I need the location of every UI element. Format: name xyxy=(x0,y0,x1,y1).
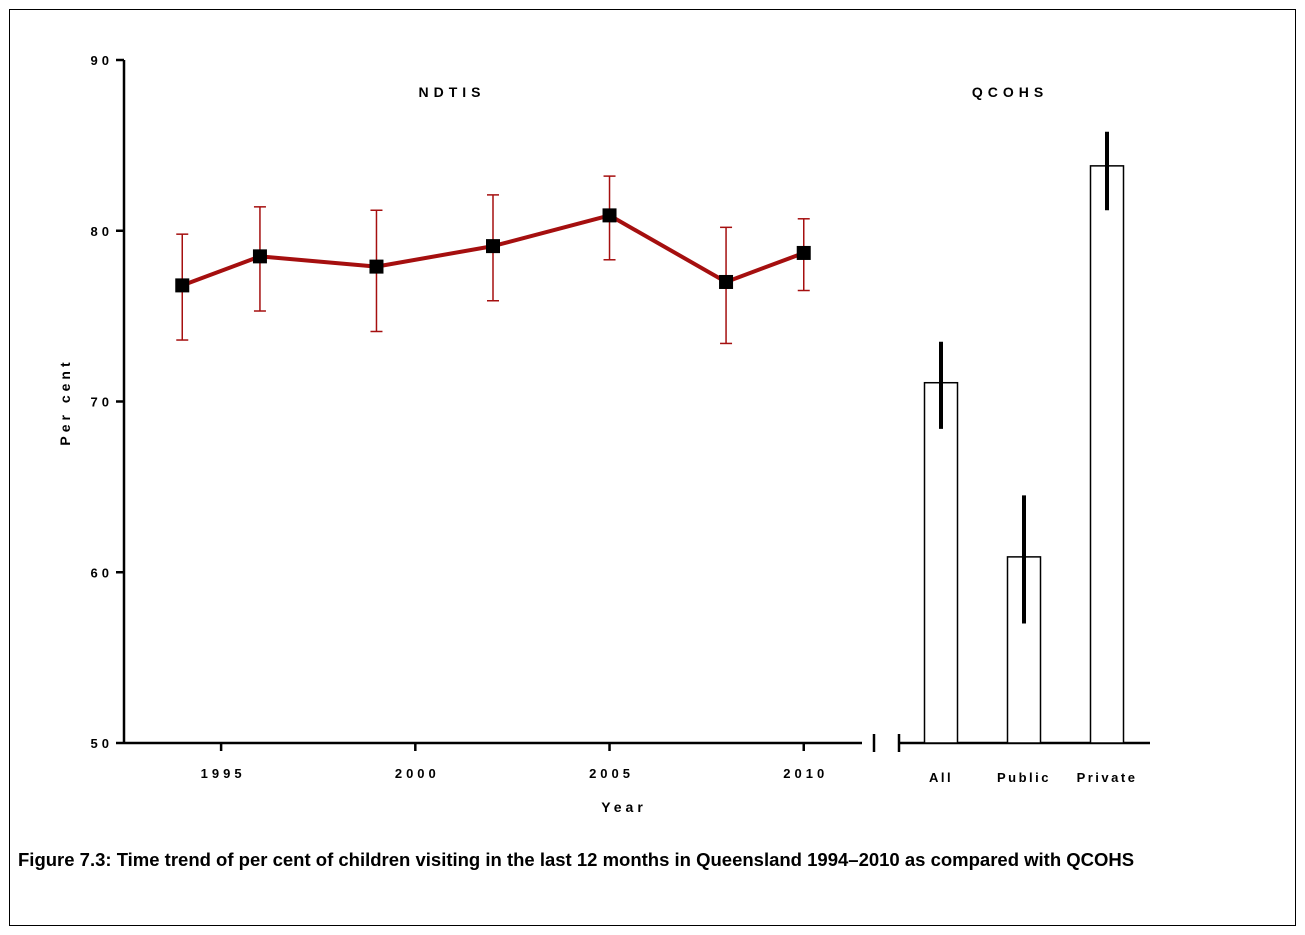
data-point-marker xyxy=(252,249,267,264)
panel-title-qcohs: QCOHS xyxy=(972,84,1048,100)
x-tick-label: 2005 xyxy=(589,766,634,781)
y-tick-label: 60 xyxy=(91,565,113,580)
bar-category-label: Private xyxy=(1077,770,1138,785)
y-tick-label: 90 xyxy=(91,53,113,68)
x-tick-label: 2010 xyxy=(783,766,828,781)
x-axis-ticks: 1995 2000 2005 2010 xyxy=(201,743,828,781)
bar-category-label: Public xyxy=(997,770,1051,785)
ndtis-series xyxy=(175,175,811,345)
bar xyxy=(1089,165,1125,744)
y-tick-label: 50 xyxy=(91,736,113,751)
data-point-marker xyxy=(796,245,811,260)
x-tick-label: 1995 xyxy=(201,766,246,781)
figure-caption: Figure 7.3: Time trend of per cent of ch… xyxy=(18,849,1135,870)
data-point-marker xyxy=(486,239,500,254)
data-point-marker xyxy=(602,208,617,223)
bar-category-label: All xyxy=(929,770,953,785)
y-axis-title: Per cent xyxy=(57,358,73,445)
x-tick-label: 2000 xyxy=(395,766,440,781)
y-axis-ticks: 50 60 70 80 90 xyxy=(91,53,124,751)
data-point-marker xyxy=(369,259,384,274)
panel-title-ndtis: NDTIS xyxy=(419,84,486,100)
data-point-marker xyxy=(719,274,734,289)
bar xyxy=(923,381,959,744)
x-axis-title: Year xyxy=(601,799,647,815)
y-tick-label: 70 xyxy=(91,395,113,410)
qcohs-bars: All Public Private xyxy=(923,131,1138,785)
data-point-marker xyxy=(175,278,190,293)
y-tick-label: 80 xyxy=(91,224,113,239)
figure-frame xyxy=(9,9,1296,926)
